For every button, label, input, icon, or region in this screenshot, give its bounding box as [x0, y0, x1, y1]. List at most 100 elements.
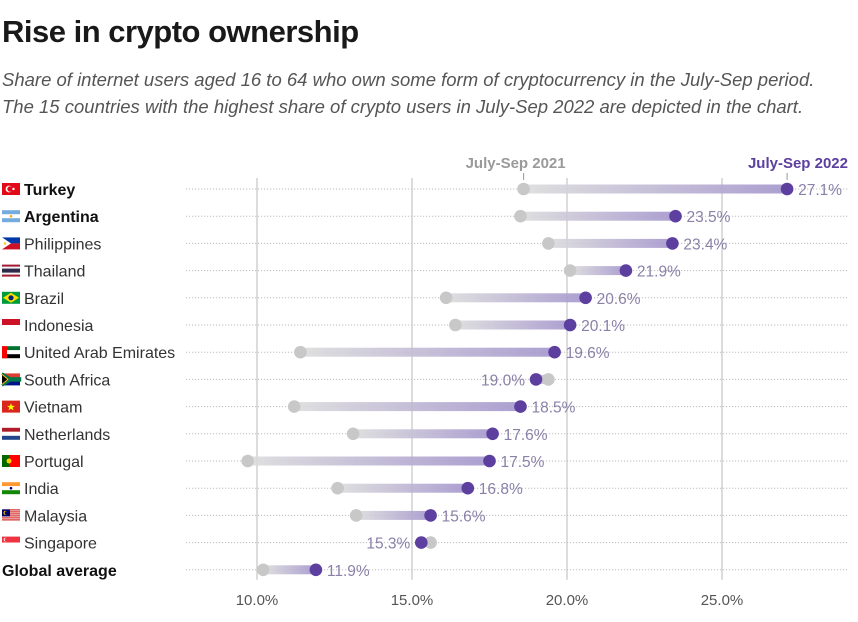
flag-part [12, 187, 15, 191]
category-label: Singapore [24, 536, 97, 553]
point-2022 [415, 536, 428, 549]
philippines-flag [2, 237, 20, 250]
legend-2021: July-Sep 2021 [466, 155, 566, 172]
point-2021 [517, 182, 530, 196]
legend: July-Sep 2021 July-Sep 2022 [466, 155, 848, 180]
flag-part [7, 186, 13, 192]
point-2021 [241, 454, 254, 468]
point-2022 [461, 481, 475, 495]
data-label: 19.0% [481, 372, 525, 389]
uae-flag [2, 346, 20, 359]
flag-part [2, 268, 20, 273]
turkey-flag [2, 183, 20, 195]
flag-part [4, 538, 8, 542]
category-label: Netherlands [24, 427, 110, 444]
flag-part [2, 490, 20, 495]
data-label: 19.6% [566, 345, 610, 362]
dumbbell-bar [455, 320, 571, 330]
portugal-flag [2, 455, 20, 467]
india-flag [2, 482, 20, 495]
point-2021 [256, 563, 270, 577]
data-label: 23.4% [683, 236, 727, 253]
point-2022 [579, 291, 592, 305]
legend-2022: July-Sep 2022 [748, 155, 848, 172]
x-tick-label: 10.0% [236, 592, 279, 609]
flag-part [2, 243, 20, 250]
flag-part [2, 346, 7, 359]
data-label: 23.5% [687, 209, 731, 226]
indonesia-flag [2, 319, 20, 331]
flag-part [2, 511, 20, 513]
category-label: Vietnam [24, 400, 82, 417]
point-2022 [424, 509, 437, 522]
flag-part [1, 372, 22, 387]
dumbbell-bar [300, 347, 555, 357]
data-label: 11.9% [327, 563, 370, 580]
point-2021 [449, 318, 462, 332]
flag-part [2, 435, 20, 440]
point-2021 [542, 373, 555, 386]
data-label: 17.6% [504, 427, 548, 444]
data-label: 20.1% [581, 318, 625, 335]
point-2022 [619, 264, 633, 277]
flag-part [2, 509, 20, 511]
flag-part [2, 350, 20, 355]
x-axis-ticks: 10.0% 15.0% 20.0% 25.0% [236, 592, 744, 609]
point-2021 [439, 291, 453, 305]
flag-part [9, 486, 13, 490]
dumbbell-bar [520, 211, 676, 221]
point-2021 [346, 427, 360, 441]
x-tick-label: 20.0% [546, 592, 589, 609]
flag-part [2, 455, 9, 467]
data-label: 17.5% [501, 454, 545, 471]
vietnam-flag [2, 400, 20, 413]
data-label: 16.8% [479, 481, 523, 498]
data-label: 18.5% [532, 400, 576, 417]
flag-part [2, 517, 20, 519]
flag-part [2, 427, 20, 432]
point-2022 [666, 237, 679, 250]
subtitle-line-1: Share of internet users aged 16 to 64 wh… [2, 69, 815, 90]
malaysia-flag [2, 509, 20, 522]
flag-part [2, 374, 7, 384]
point-2021 [563, 264, 577, 277]
point-2022 [483, 454, 496, 468]
data-label: 15.6% [442, 508, 486, 525]
dumbbell-bar [548, 238, 673, 248]
data-label: 27.1% [798, 182, 842, 199]
x-tick-label: 25.0% [701, 592, 744, 609]
flag-part [9, 214, 13, 218]
flag-part [2, 325, 20, 331]
category-label: Portugal [24, 454, 84, 471]
south-africa-flag [1, 372, 22, 387]
category-labels: Turkey Argentina Philippines Thailand Brazil… [1, 182, 175, 580]
singapore-flag [2, 536, 20, 549]
flag-part [2, 237, 20, 244]
flag-part [8, 295, 14, 301]
dumbbell-bar [263, 565, 316, 575]
category-label: Brazil [24, 291, 64, 308]
category-label: India [24, 481, 59, 498]
point-2021 [514, 209, 527, 223]
flag-part [4, 511, 8, 515]
point-2022 [309, 563, 323, 577]
flag-part [2, 346, 20, 351]
flag-part [2, 482, 20, 487]
flag-part [2, 237, 11, 250]
category-label: Argentina [24, 209, 99, 226]
flag-part [1, 374, 9, 385]
flag-part [6, 458, 12, 464]
dumbbell-bar [356, 510, 431, 520]
flag-part [2, 319, 20, 325]
flag-part [7, 403, 15, 411]
argentina-flag [2, 210, 20, 223]
category-label: South Africa [24, 372, 110, 389]
dumbbell-bar [353, 429, 493, 439]
data-marks: 27.1% 23.5% 23.4%21.9% 20.6% 20.1% 19.6% 19.0%… [241, 182, 842, 580]
category-label: Indonesia [24, 318, 93, 335]
x-tick-label: 15.0% [391, 592, 434, 609]
dumbbell-bar [247, 456, 490, 466]
category-label: Thailand [24, 264, 85, 281]
point-2021 [331, 481, 344, 495]
point-2021 [542, 237, 555, 250]
